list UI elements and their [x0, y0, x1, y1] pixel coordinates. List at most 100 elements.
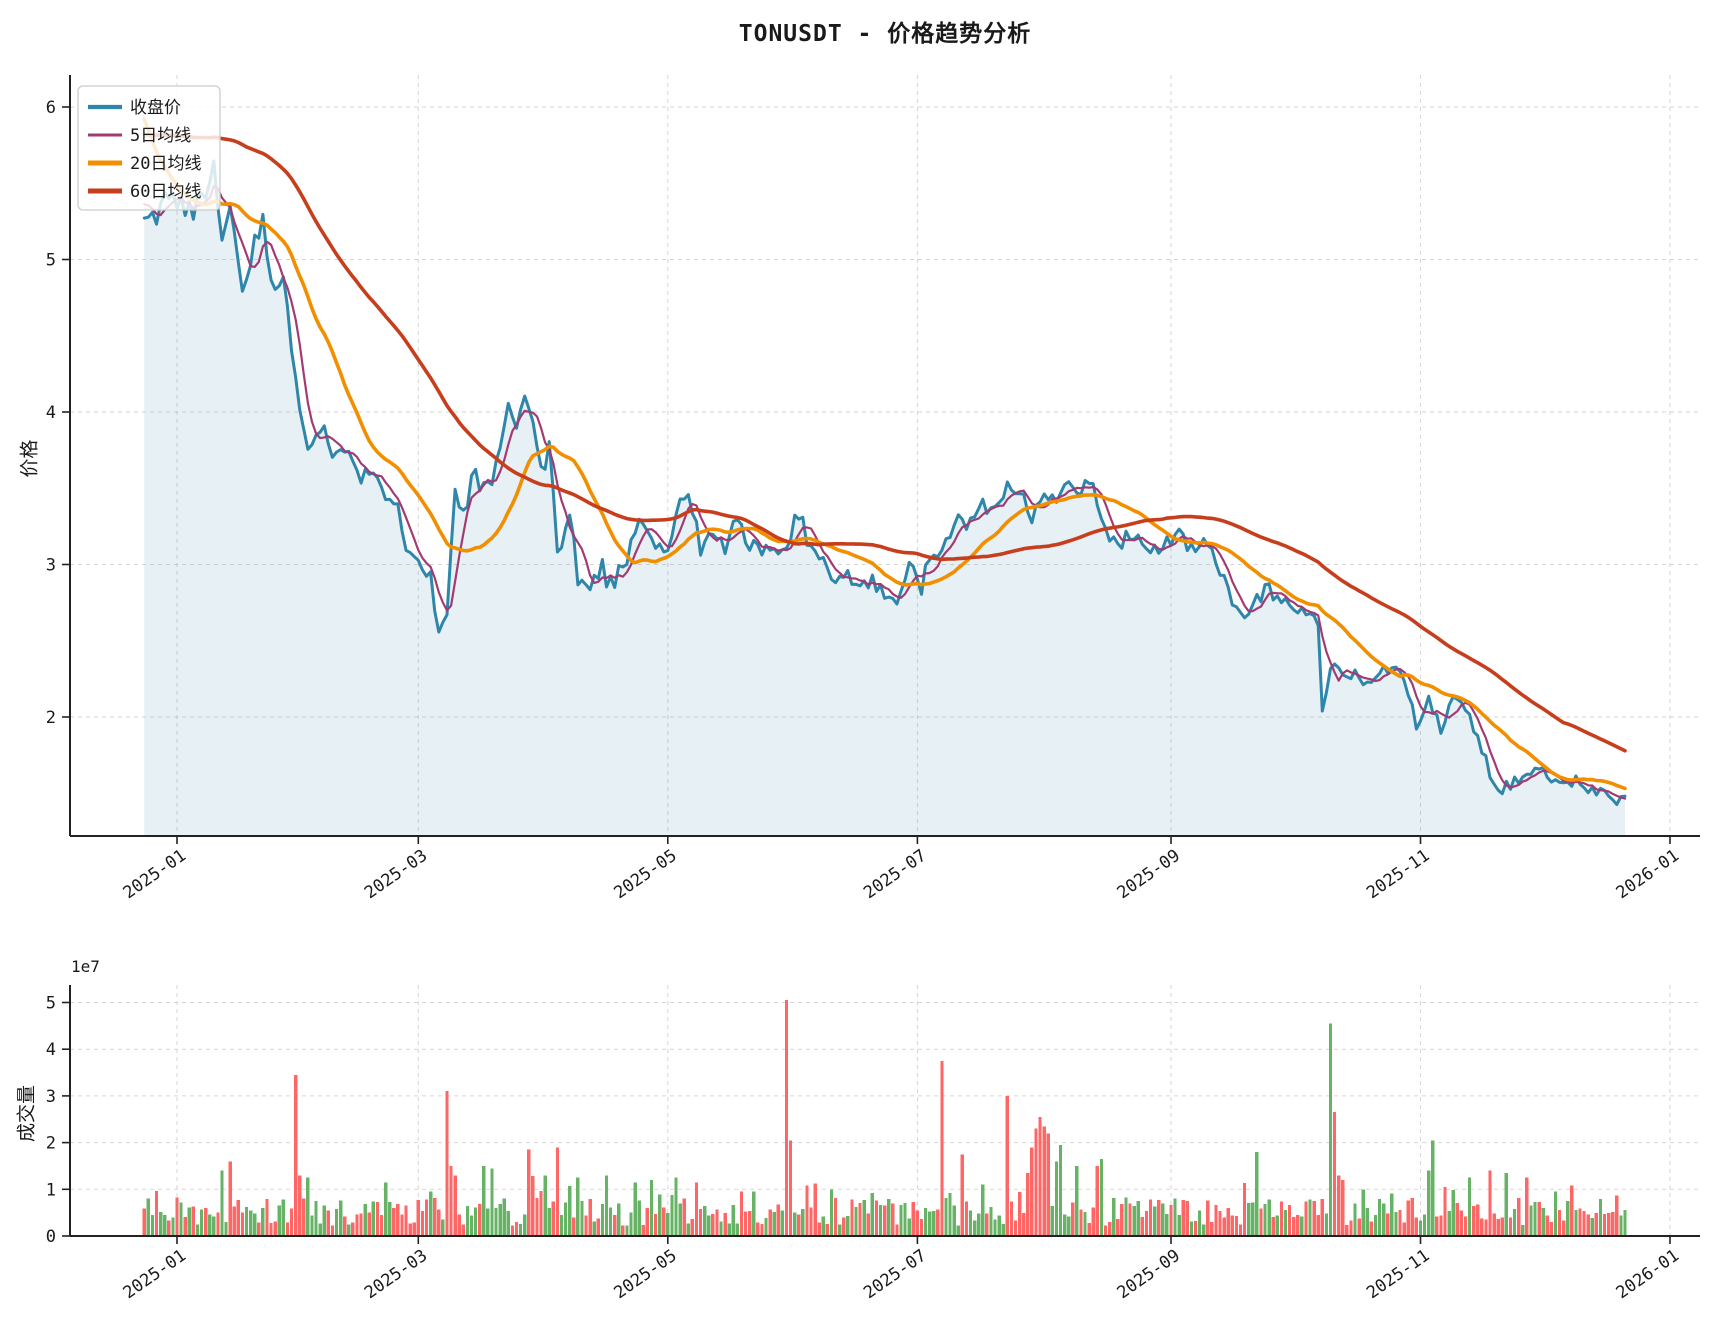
volume-bar	[1157, 1200, 1161, 1236]
volume-y-tick-label: 3	[46, 1087, 56, 1107]
volume-bar	[1292, 1217, 1296, 1236]
gridlines	[70, 75, 1700, 1236]
volume-bar	[1324, 1213, 1329, 1236]
volume-bar	[649, 1180, 654, 1236]
volume-y-axis-label: 成交量	[15, 1085, 38, 1143]
volume-bar	[1435, 1216, 1439, 1236]
volume-bar	[482, 1166, 486, 1236]
volume-bar	[375, 1201, 380, 1236]
volume-bar	[780, 1210, 784, 1236]
volume-bar	[1615, 1195, 1619, 1236]
close-area-fill	[144, 161, 1625, 836]
volume-bar	[294, 1074, 298, 1236]
volume-bar	[437, 1209, 441, 1236]
volume-bar	[371, 1201, 375, 1236]
volume-bar	[825, 1223, 829, 1236]
volume-bar	[1549, 1222, 1553, 1236]
volume-bar	[379, 1215, 384, 1236]
volume-bar	[1238, 1224, 1243, 1236]
volume-bar	[1590, 1217, 1594, 1236]
volume-bar	[1136, 1201, 1140, 1236]
volume-bar	[240, 1212, 245, 1236]
volume-bar	[817, 1222, 821, 1236]
volume-bar	[1022, 1213, 1026, 1236]
volume-bar	[662, 1207, 666, 1236]
volume-bar	[273, 1221, 277, 1236]
volume-bar	[1308, 1199, 1312, 1236]
ma5-line	[143, 185, 1627, 800]
volume-bar	[928, 1211, 932, 1236]
volume-bar	[1369, 1221, 1373, 1236]
volume-bar	[629, 1212, 633, 1236]
volume-bar	[1467, 1177, 1472, 1236]
volume-bar	[788, 1140, 793, 1236]
volume-bar	[1562, 1220, 1566, 1236]
volume-bar	[641, 1225, 645, 1236]
volume-bar	[723, 1212, 727, 1236]
volume-bar	[1345, 1224, 1349, 1236]
volume-bar	[1202, 1224, 1206, 1236]
volume-bar	[1365, 1207, 1369, 1236]
volume-bar	[510, 1225, 515, 1236]
volume-bar	[1103, 1225, 1108, 1236]
volume-bar	[813, 1183, 817, 1236]
volume-bar	[535, 1198, 539, 1236]
volume-bar	[1312, 1201, 1316, 1236]
volume-bar	[1218, 1210, 1222, 1236]
volume-bar	[1504, 1173, 1508, 1236]
price-x-tick-label: 2025-05	[610, 846, 680, 903]
volume-bar	[874, 1200, 879, 1236]
volume-bar	[429, 1191, 433, 1236]
volume-bar	[285, 1222, 290, 1236]
volume-bar	[1570, 1185, 1574, 1236]
volume-bar	[494, 1207, 498, 1236]
volume-bar	[457, 1214, 461, 1236]
volume-bar	[1087, 1223, 1091, 1236]
volume-bar	[408, 1223, 412, 1236]
volume-bar	[183, 1217, 187, 1236]
volume-bar	[858, 1203, 862, 1236]
volume-bar	[1283, 1210, 1288, 1236]
volume-bar	[154, 1191, 159, 1236]
volume-bar	[1255, 1151, 1259, 1236]
volume-bar	[678, 1203, 682, 1236]
volume-bar	[625, 1225, 629, 1236]
volume-bar	[1054, 1161, 1059, 1236]
volume-bar	[592, 1221, 596, 1236]
volume-bar	[527, 1149, 531, 1236]
volume-bar	[1210, 1222, 1214, 1236]
volume-bar	[1287, 1205, 1292, 1236]
volume-bar	[150, 1214, 155, 1236]
volume-bar	[1095, 1166, 1099, 1236]
volume-bar	[600, 1204, 605, 1236]
volume-bar	[506, 1210, 510, 1236]
volume-bar	[1623, 1209, 1627, 1236]
volume-bar	[756, 1222, 760, 1236]
volume-bar	[265, 1199, 269, 1236]
volume-bar	[1508, 1217, 1513, 1236]
volume-bar	[490, 1168, 494, 1236]
volume-bar	[997, 1215, 1001, 1236]
volume-bar	[187, 1207, 191, 1236]
volume-x-tick-label: 2026-01	[1613, 1246, 1683, 1303]
volume-bar	[1181, 1200, 1185, 1236]
volume-bar	[1398, 1210, 1402, 1236]
volume-bar	[621, 1225, 625, 1236]
price-x-tick-label: 2025-01	[120, 846, 190, 903]
volume-bar	[502, 1198, 506, 1236]
legend-label: 20日均线	[130, 154, 201, 174]
volume-bar	[1472, 1206, 1476, 1236]
volume-bar	[862, 1200, 866, 1236]
volume-bar	[1067, 1216, 1071, 1236]
price-x-tick-label: 2025-11	[1363, 846, 1433, 903]
volume-bar	[801, 1209, 805, 1236]
volume-bar	[1263, 1204, 1267, 1236]
volume-bar	[1189, 1221, 1194, 1236]
volume-bar	[1594, 1212, 1598, 1236]
volume-bar	[964, 1201, 969, 1236]
volume-bar	[1185, 1201, 1189, 1236]
volume-bar	[1500, 1217, 1504, 1236]
volume-y-tick-label: 5	[46, 994, 56, 1014]
volume-bar	[1279, 1201, 1284, 1236]
volume-bar	[1320, 1198, 1324, 1236]
